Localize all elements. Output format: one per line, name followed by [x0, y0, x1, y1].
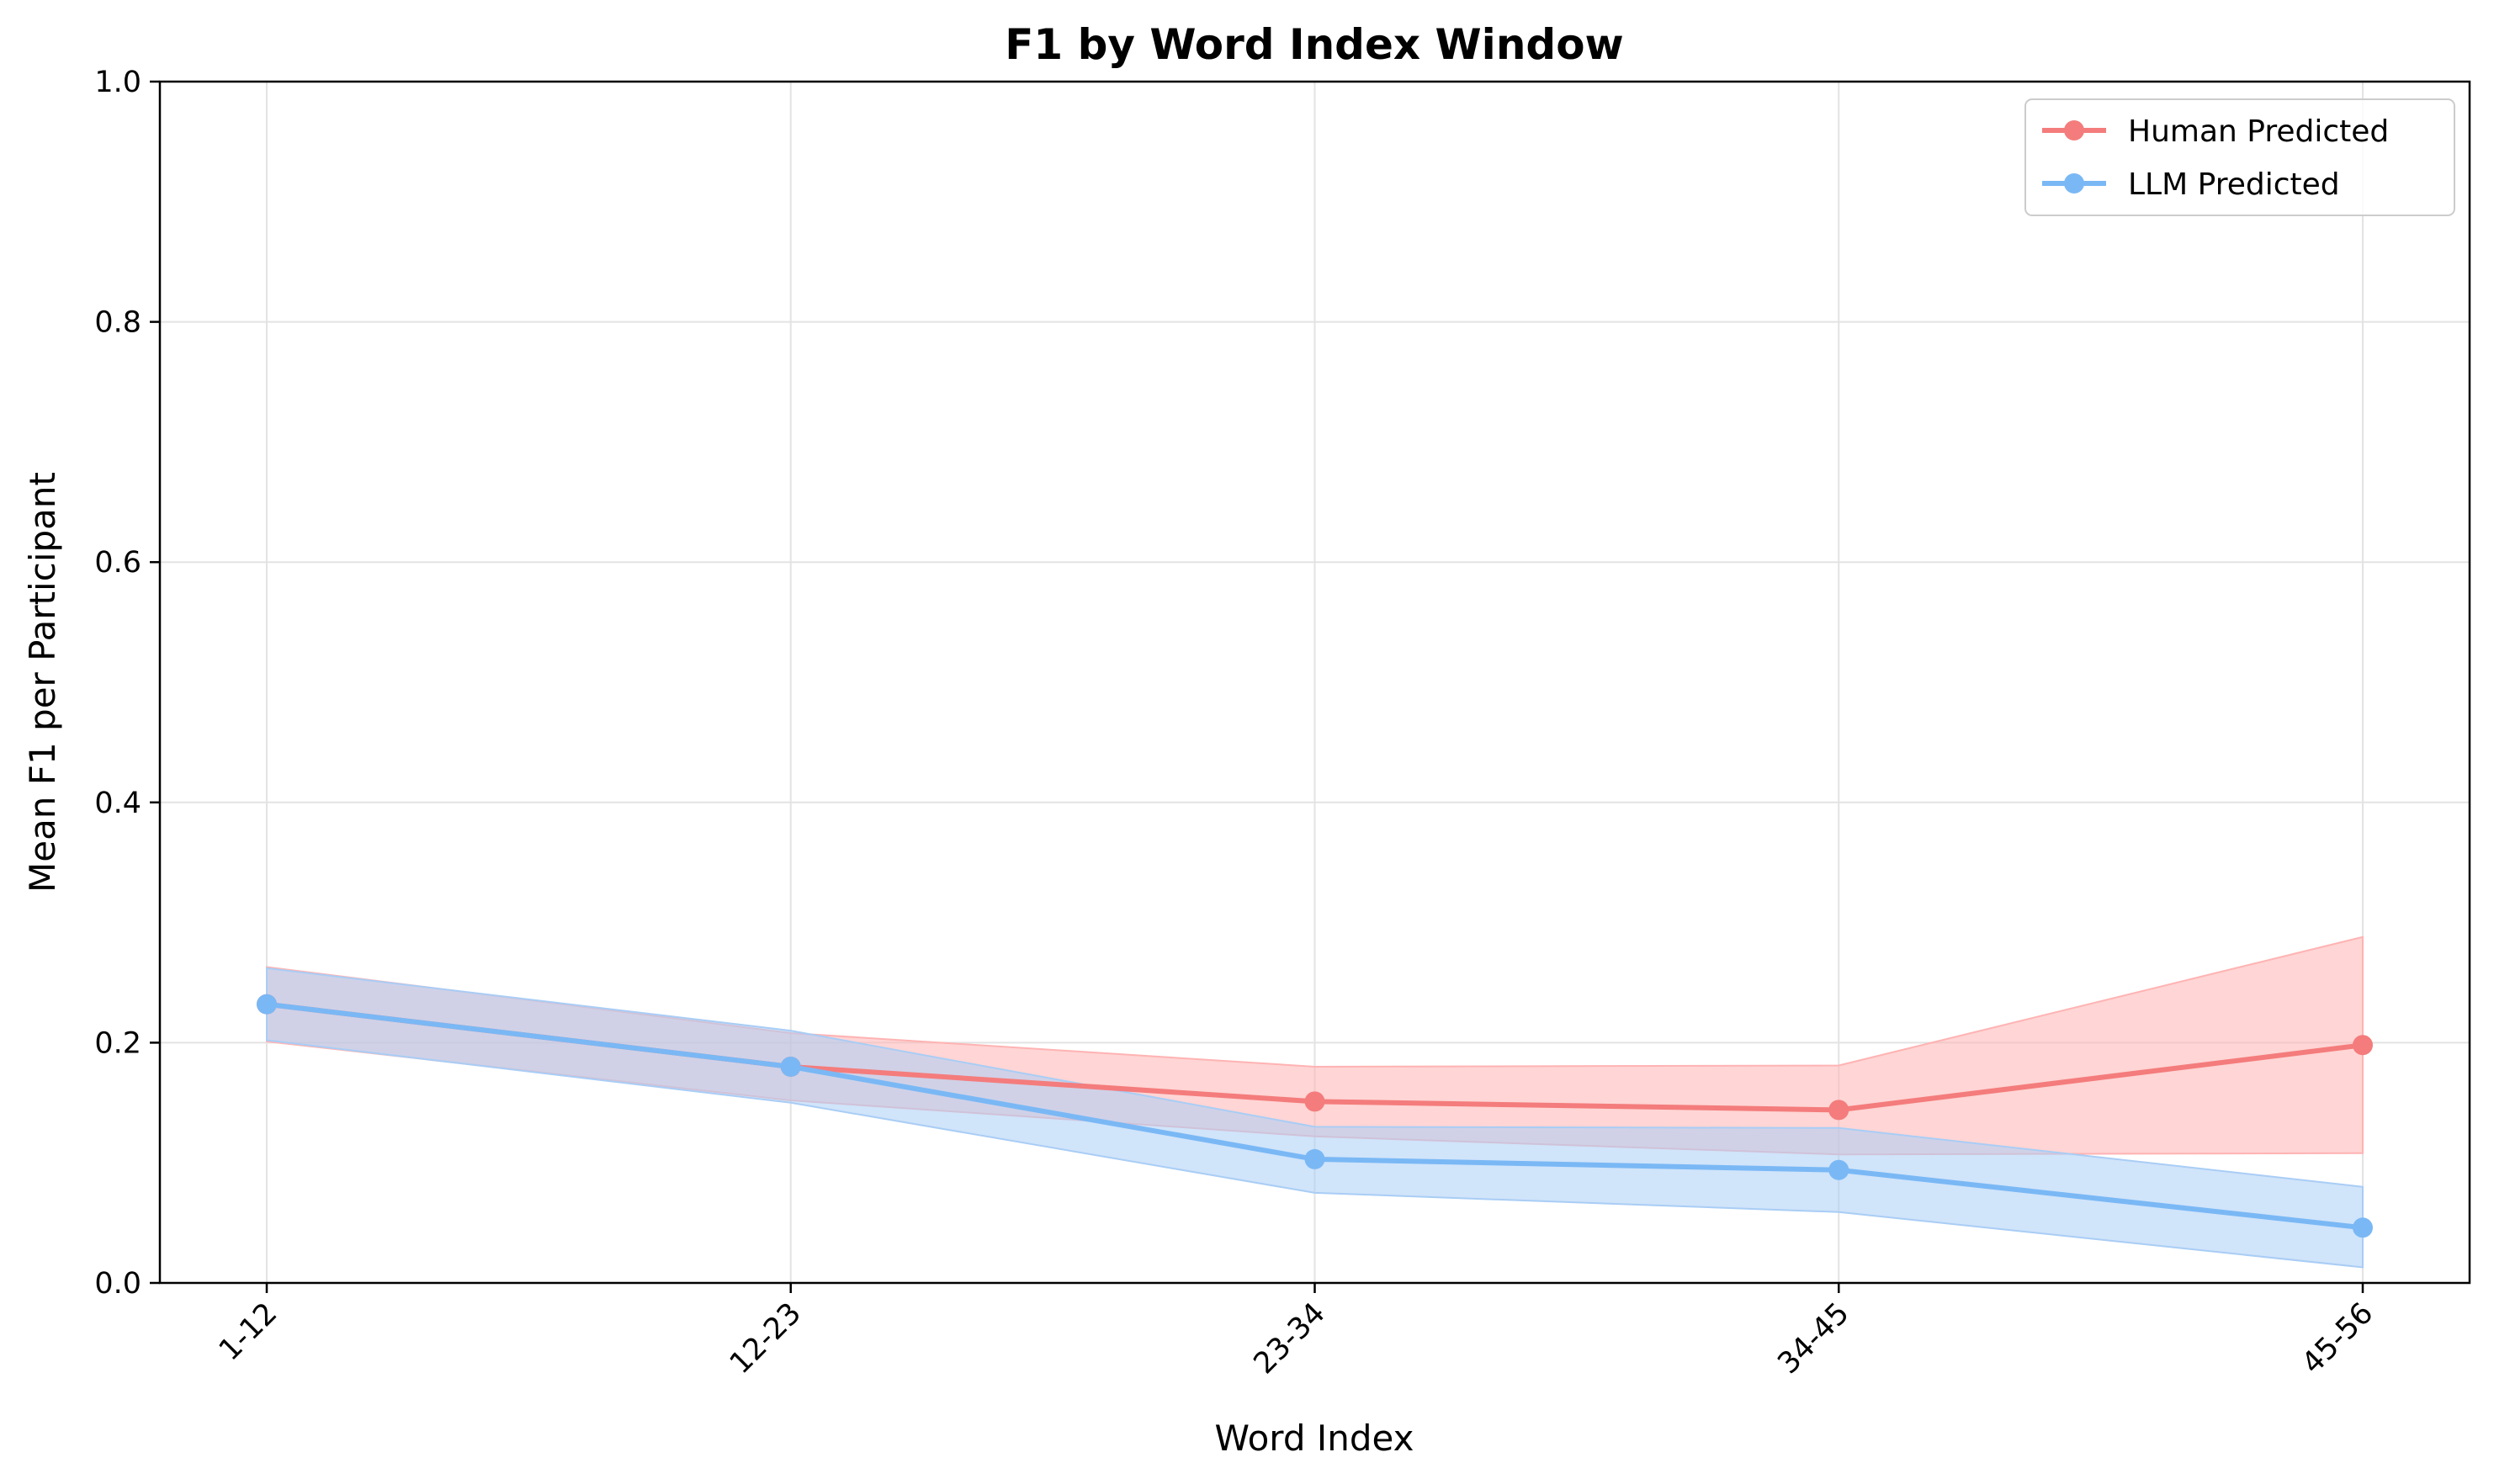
y-tick-label: 0.2: [94, 1026, 141, 1060]
data-point-llm: [1304, 1148, 1325, 1169]
legend-box: [2024, 98, 2455, 216]
data-point-human: [1304, 1091, 1325, 1112]
y-tick-label: 0.6: [94, 546, 141, 580]
data-point-human: [1828, 1100, 1849, 1121]
x-tick-label: 23-34: [1248, 1296, 1332, 1381]
x-axis-label: Word Index: [1215, 1418, 1414, 1459]
legend-label-llm: LLM Predicted: [2128, 167, 2340, 202]
x-tick-label: 34-45: [1771, 1296, 1855, 1381]
legend: Human Predicted LLM Predicted: [2024, 98, 2455, 216]
legend-label-human: Human Predicted: [2128, 114, 2389, 149]
data-point-llm: [780, 1056, 801, 1077]
confidence-band-llm: [266, 967, 2364, 1269]
y-tick-label: 0.8: [94, 306, 141, 340]
series-lines: [257, 994, 2373, 1238]
legend-marker-human: [2064, 120, 2084, 140]
legend-marker-llm: [2064, 173, 2084, 193]
data-point-human: [2353, 1035, 2373, 1056]
data-point-llm: [1828, 1159, 1849, 1180]
y-tick-label: 0.0: [94, 1267, 141, 1301]
x-tick-label: 12-23: [724, 1296, 808, 1381]
x-tick-label: 1-12: [213, 1296, 284, 1367]
y-axis-label: Mean F1 per Participant: [22, 472, 63, 893]
y-tick-label: 1.0: [94, 66, 141, 99]
data-point-llm: [2353, 1217, 2373, 1238]
data-point-llm: [257, 994, 277, 1015]
x-tick-label: 45-56: [2295, 1296, 2380, 1381]
chart-title: F1 by Word Index Window: [1005, 20, 1624, 69]
y-tick-label: 0.4: [94, 787, 141, 820]
